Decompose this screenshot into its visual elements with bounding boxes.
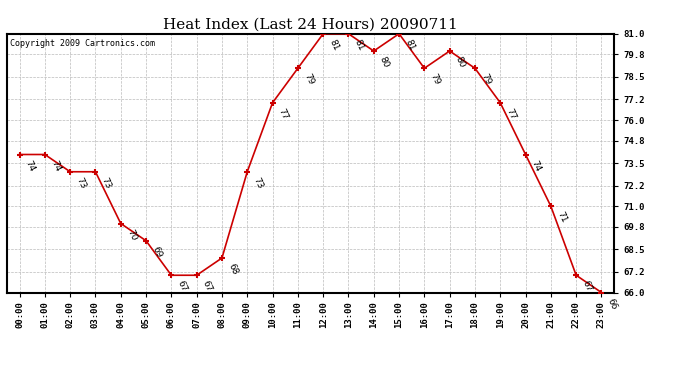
Text: 81: 81 [353, 38, 366, 52]
Text: 74: 74 [23, 159, 37, 173]
Text: 67: 67 [580, 279, 593, 294]
Text: 71: 71 [555, 210, 568, 225]
Text: 73: 73 [75, 176, 88, 190]
Text: Copyright 2009 Cartronics.com: Copyright 2009 Cartronics.com [10, 39, 155, 48]
Text: 74: 74 [49, 159, 62, 173]
Text: 80: 80 [378, 55, 391, 69]
Text: 79: 79 [302, 72, 315, 87]
Text: 74: 74 [530, 159, 542, 173]
Title: Heat Index (Last 24 Hours) 20090711: Heat Index (Last 24 Hours) 20090711 [163, 17, 458, 31]
Text: 67: 67 [201, 279, 214, 294]
Text: 81: 81 [327, 38, 340, 52]
Text: 79: 79 [479, 72, 492, 87]
Text: 77: 77 [277, 107, 290, 121]
Text: 68: 68 [226, 262, 239, 276]
Text: 80: 80 [454, 55, 467, 69]
Text: 81: 81 [403, 38, 416, 52]
Text: 79: 79 [428, 72, 442, 87]
Text: 73: 73 [99, 176, 112, 190]
Text: 77: 77 [504, 107, 518, 121]
Text: 67: 67 [175, 279, 188, 294]
Text: 70: 70 [125, 228, 138, 242]
Text: 66: 66 [606, 297, 619, 311]
Text: 69: 69 [150, 245, 164, 259]
Text: 73: 73 [251, 176, 264, 190]
